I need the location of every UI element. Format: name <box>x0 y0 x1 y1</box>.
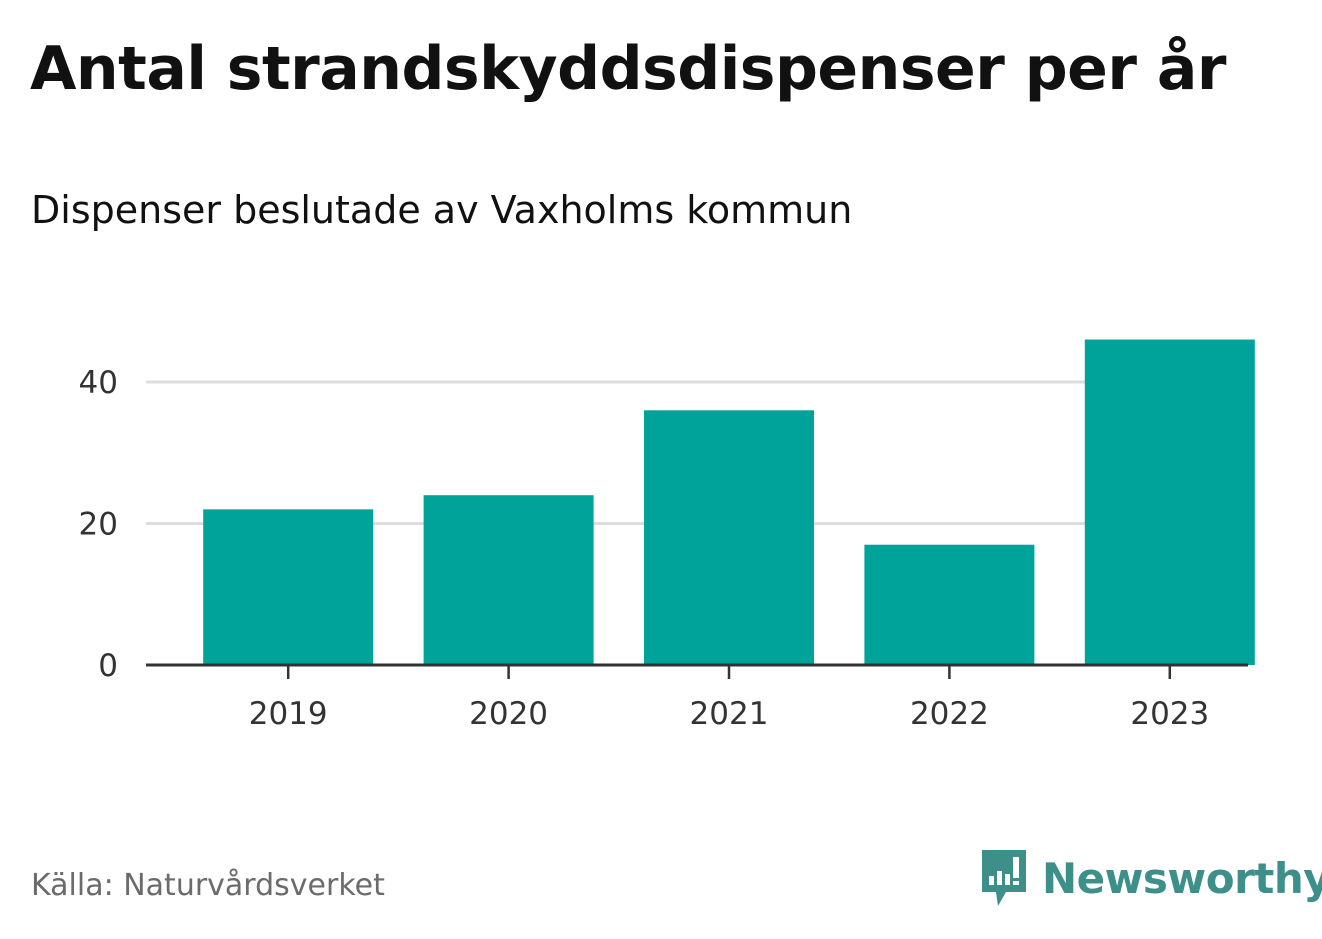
y-tick-label-0: 0 <box>98 648 118 684</box>
source-note: Källa: Naturvårdsverket <box>31 868 385 903</box>
x-tick-label-2022: 2022 <box>910 696 989 732</box>
y-tick-label-40: 40 <box>79 365 118 401</box>
bar-2019 <box>203 509 374 665</box>
bar-2022 <box>864 544 1035 665</box>
bars <box>203 339 1255 665</box>
x-tick-label-2023: 2023 <box>1130 696 1209 732</box>
chart-subtitle: Dispenser beslutade av Vaxholms kommun <box>31 188 853 232</box>
x-tick-label-2021: 2021 <box>690 696 769 732</box>
x-tick-label-2020: 2020 <box>469 696 548 732</box>
bar-2023 <box>1084 339 1255 665</box>
bar-2021 <box>644 410 814 665</box>
bar-2020 <box>423 495 594 665</box>
chart-title: Antal strandskyddsdispenser per år <box>30 34 1226 104</box>
x-tick-label-2019: 2019 <box>249 696 328 732</box>
bar-chart: 0 20 40 2019 2020 2021 2022 2023 <box>79 339 1255 732</box>
tick-labels: 0 20 40 2019 2020 2021 2022 2023 <box>79 365 1210 732</box>
brand-logo: Newsworthy <box>980 848 1322 908</box>
y-tick-label-20: 20 <box>79 507 118 543</box>
axes <box>146 663 1248 679</box>
brand-name: Newsworthy <box>1042 853 1322 903</box>
newsworthy-logo-icon <box>982 850 1026 906</box>
